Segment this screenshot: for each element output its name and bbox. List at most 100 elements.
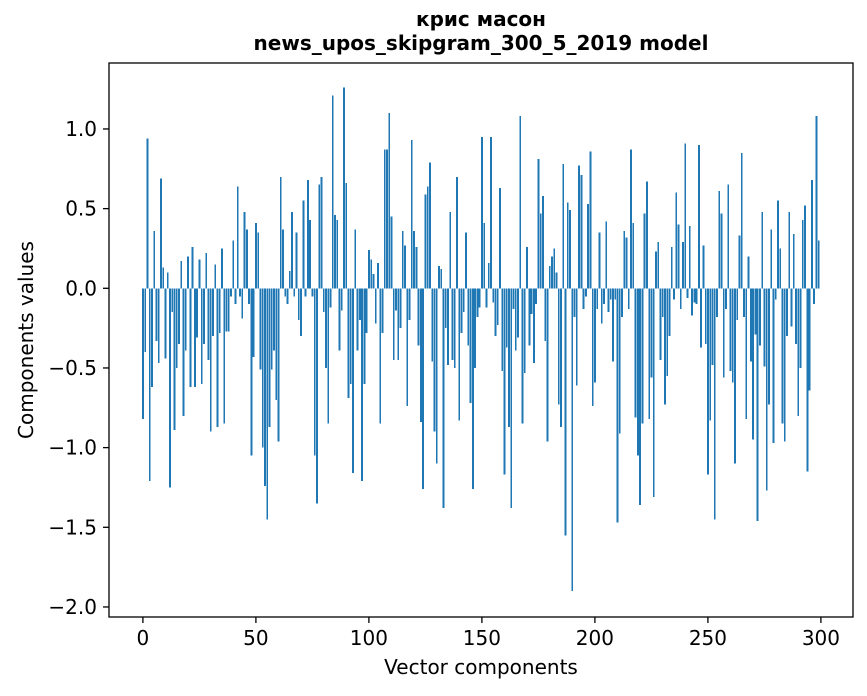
bar (336, 219, 339, 289)
bar (682, 242, 684, 289)
bar (356, 288, 359, 351)
bar (659, 288, 662, 360)
bar (144, 288, 147, 353)
bar (584, 288, 587, 297)
bar (232, 240, 235, 289)
bar (218, 288, 221, 333)
bar (758, 288, 761, 346)
bar (286, 288, 289, 305)
bar (467, 288, 470, 346)
bar (485, 288, 488, 308)
bar (381, 288, 384, 333)
bar (340, 288, 343, 311)
bar (555, 272, 558, 289)
bar (783, 288, 786, 442)
bar (261, 288, 264, 448)
bar (259, 288, 262, 370)
bar (368, 250, 370, 289)
bar (422, 288, 425, 490)
bar (329, 288, 332, 308)
bar (747, 256, 750, 289)
bar (605, 221, 608, 289)
bar (399, 288, 402, 329)
bar (736, 288, 739, 321)
bar (752, 288, 755, 440)
bar (722, 288, 725, 378)
bar (397, 288, 400, 360)
bar (462, 288, 465, 313)
bar (564, 288, 567, 536)
bar (790, 288, 793, 327)
bar (383, 149, 386, 289)
bar (361, 288, 364, 482)
bar (580, 175, 583, 289)
bar (331, 95, 334, 289)
bar (250, 288, 253, 456)
bar (180, 261, 183, 289)
bar (686, 288, 689, 298)
bar (761, 211, 764, 289)
bar (675, 192, 678, 289)
bar (157, 288, 160, 364)
bar (492, 288, 495, 303)
bar (523, 288, 526, 373)
bar (151, 288, 153, 388)
bar (200, 288, 203, 384)
bar (175, 288, 178, 368)
bar (209, 288, 212, 432)
y-tick-label: 0.5 (65, 197, 97, 221)
x-tick-label: 150 (463, 626, 501, 650)
bar (264, 288, 266, 486)
bar (431, 288, 434, 362)
bar (241, 288, 244, 319)
bar (288, 270, 291, 289)
bar (621, 288, 623, 317)
bar (700, 288, 703, 348)
bar (442, 288, 445, 509)
bar (338, 288, 341, 351)
bar (438, 265, 440, 289)
bar (666, 288, 669, 376)
bar (664, 288, 666, 405)
y-tick-label: −2.0 (48, 595, 97, 619)
bar (345, 183, 348, 289)
bar (311, 288, 314, 297)
bar (657, 242, 660, 289)
bar (643, 213, 646, 289)
bar (365, 288, 368, 333)
bar (627, 288, 630, 310)
bar (291, 211, 293, 289)
bar (279, 176, 282, 289)
bar (284, 288, 287, 297)
bar (779, 248, 782, 289)
bar (392, 288, 395, 360)
bar (688, 226, 691, 289)
bar (763, 288, 766, 367)
bar (774, 288, 777, 300)
bar (214, 264, 217, 289)
bar (406, 288, 409, 407)
bar (575, 288, 578, 386)
bar (252, 288, 255, 357)
bar (160, 178, 162, 289)
bar (243, 211, 246, 289)
bar (236, 186, 239, 289)
bar (521, 288, 524, 424)
bar (460, 288, 463, 333)
bar (148, 288, 151, 482)
bar (616, 288, 619, 523)
bar (792, 234, 795, 289)
bar (548, 265, 551, 289)
bar (171, 288, 174, 313)
bar (293, 288, 296, 297)
bar (221, 248, 223, 289)
bar (718, 191, 721, 289)
bar (302, 200, 305, 289)
bar (650, 288, 653, 378)
bar (169, 288, 171, 488)
bar (670, 246, 673, 289)
bar (449, 211, 452, 289)
bar (648, 288, 651, 419)
bar (178, 288, 180, 345)
bar (297, 288, 300, 321)
